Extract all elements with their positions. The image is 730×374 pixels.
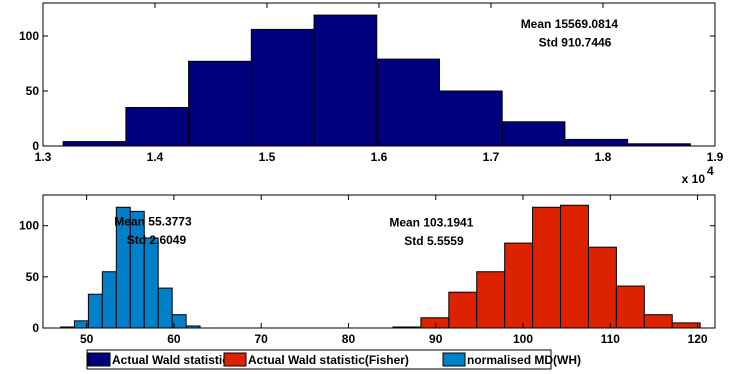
histogram-bar [560, 204, 589, 329]
y-tick-label: 50 [26, 84, 40, 98]
x-tick-label: 1.8 [595, 150, 612, 164]
stat-annotation: Mean 103.1941 [389, 216, 473, 230]
legend-label: Actual Wald statistic(Fisher) [248, 353, 409, 367]
histogram-bar [129, 210, 145, 329]
stat-annotation: Std 5.5559 [404, 234, 464, 248]
x-tick-label: 1.6 [371, 150, 388, 164]
histogram-bar [250, 28, 315, 147]
histogram-bar [157, 287, 173, 329]
top-histogram-axes: 1.3 1.4 1.5 1.6 1.7 1.8 1.9 0 50 100 Mean 15569.08… [19, 2, 724, 186]
axes-frame [42, 194, 716, 329]
x-tick-label: 100 [513, 332, 533, 346]
legend: Actual Wald statistic Actual Wald statist… [86, 349, 581, 370]
legend-box [86, 349, 552, 370]
histogram-bar [643, 314, 673, 329]
y-tick-label: 50 [26, 270, 40, 284]
y-tick-label: 100 [19, 219, 39, 233]
histogram-bar [504, 242, 534, 329]
histogram-bar [376, 58, 440, 147]
x-tick-label: 120 [688, 332, 708, 346]
histogram-bar [671, 322, 701, 329]
legend-swatch [223, 352, 247, 367]
histogram-bar [101, 271, 117, 329]
histogram-bar [438, 90, 503, 147]
x-tick-label: 1.4 [147, 150, 164, 164]
x-tick-label: 80 [342, 332, 356, 346]
legend-label: Actual Wald statistic [112, 353, 229, 367]
histogram-bar [501, 121, 566, 147]
histogram-bar [587, 246, 617, 329]
x-tick-label: 1.7 [483, 150, 500, 164]
x-tick-label: 110 [601, 332, 621, 346]
histogram-bar [615, 285, 645, 329]
x-tick-label: 70 [255, 332, 269, 346]
histogram-bar [87, 293, 103, 329]
stat-annotation: Mean 15569.0814 [521, 17, 619, 31]
x-tick-label: 50 [80, 332, 94, 346]
x-axis-multiplier-exponent: 4 [707, 164, 714, 178]
x-tick-label: 60 [167, 332, 181, 346]
x-tick-label: 1.9 [707, 150, 724, 164]
histogram-bar [564, 138, 629, 147]
x-tick-label: 1.5 [259, 150, 276, 164]
histogram-bar [313, 14, 378, 147]
stat-annotation: Std 910.7446 [539, 36, 612, 50]
bottom-histogram-axes: 50 60 70 80 90 100 110 120 0 50 100 Mean 55.3773 Std… [19, 194, 716, 346]
histogram-bar [532, 206, 562, 329]
stat-annotation: Std 2.6049 [127, 233, 187, 247]
x-axis-multiplier: x 10 [682, 172, 706, 186]
histogram-bar [448, 291, 478, 329]
histogram-bar [476, 271, 506, 329]
histogram-bar [62, 141, 127, 147]
histogram-bar [143, 237, 159, 329]
legend-swatch [442, 352, 466, 367]
legend-label: normalised MD(WH) [467, 353, 581, 367]
x-tick-label: 1.3 [35, 150, 52, 164]
y-tick-label: 100 [19, 29, 39, 43]
histogram-bar [188, 60, 252, 147]
stat-annotation: Mean 55.3773 [114, 215, 192, 229]
histogram-bar [420, 317, 450, 329]
x-tick-label: 90 [429, 332, 443, 346]
y-tick-label: 0 [32, 139, 39, 153]
y-tick-label: 0 [32, 321, 39, 335]
legend-swatch [87, 352, 111, 367]
histogram-bar [125, 107, 190, 147]
